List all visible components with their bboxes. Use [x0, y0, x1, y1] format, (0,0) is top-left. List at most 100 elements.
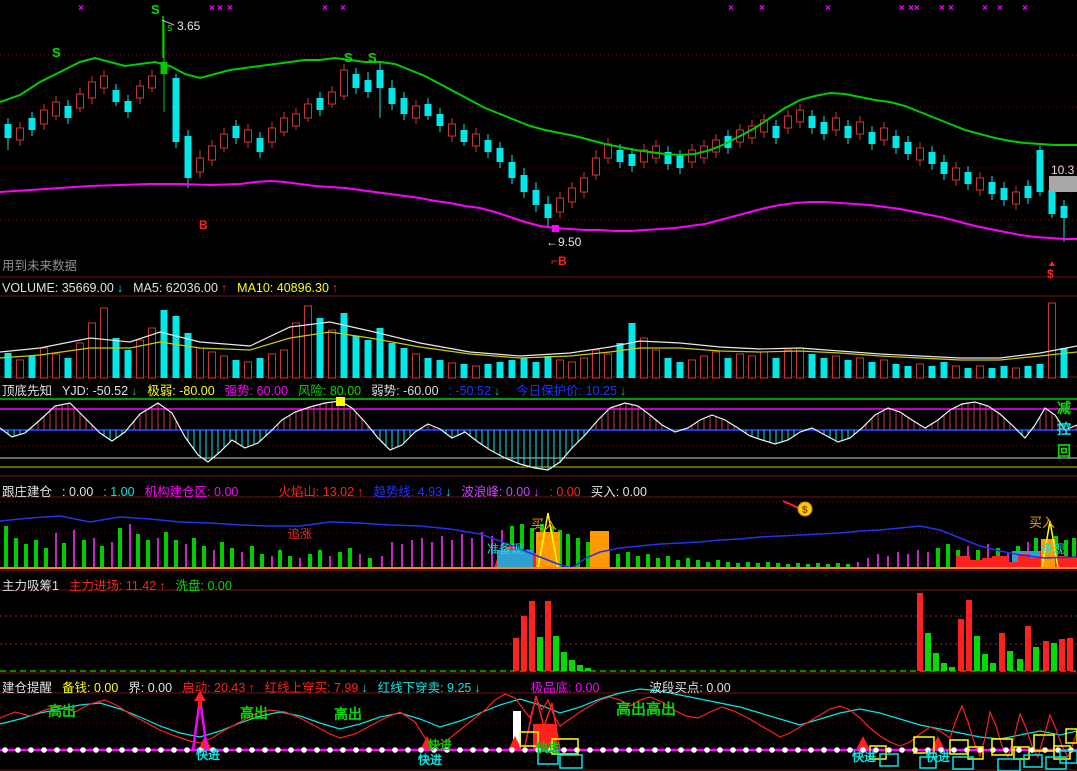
- p6-pearl-dot: [457, 747, 463, 753]
- p6-pearl-dot: [756, 747, 762, 753]
- sell-signal-label: S: [52, 45, 61, 60]
- volume-bar-down: [112, 338, 120, 378]
- candle-body-down: [64, 106, 72, 118]
- gaochu-double-label: 高出高出: [616, 700, 676, 718]
- candle-body-down: [400, 98, 408, 114]
- candle-body-up: [328, 91, 336, 105]
- p6-pearl-dot: [522, 747, 528, 753]
- cross-marker: ×: [340, 3, 346, 14]
- candle-body-up: [784, 115, 792, 129]
- volume-bar-down: [64, 358, 72, 378]
- p6-pearl-dot: [977, 747, 983, 753]
- volume-bar-up: [412, 353, 420, 379]
- p6-cyan-box: [952, 756, 974, 770]
- price-tag-right: 10.3: [1051, 163, 1075, 177]
- volume-bar-down: [184, 333, 192, 378]
- ma5-value: MA5: 62036.00: [133, 281, 218, 295]
- indicator-name: 顶底先知: [2, 384, 53, 398]
- p5-bar: [925, 633, 931, 671]
- candle-body-up: [568, 187, 576, 203]
- p6-pearl-dot: [431, 747, 437, 753]
- candle-body-up: [832, 117, 840, 131]
- candle-body-down: [892, 136, 900, 148]
- p6-pearl-dot: [834, 747, 840, 753]
- trend-arrow: ↑: [248, 681, 255, 695]
- gaochu-label: 高出: [334, 706, 362, 722]
- candle-body-down: [352, 74, 360, 88]
- volume-bar-down: [340, 313, 348, 378]
- volume-header: VOLUME: 35669.00 ↓ MA5: 62036.00 ↑ MA10: 408…: [2, 281, 338, 295]
- p6-pearl-dot: [119, 747, 125, 753]
- candle-body-down: [1060, 206, 1068, 218]
- volume-bar-up: [976, 365, 984, 379]
- p6-pearl-dot: [262, 747, 268, 753]
- volume-value: VOLUME: 35669.00: [2, 281, 114, 295]
- volume-bar-up: [148, 327, 156, 379]
- volume-bar-up: [328, 329, 336, 379]
- p5-bar: [1043, 641, 1049, 671]
- cross-marker: ×: [997, 3, 1003, 14]
- volume-bar-up: [220, 355, 228, 379]
- candle-body-down: [868, 132, 876, 144]
- candle-body-down: [1048, 190, 1056, 214]
- volume-bar-up: [880, 359, 888, 379]
- p5-bar: [1033, 647, 1039, 671]
- volume-bar-up: [700, 355, 708, 379]
- candle-body-up: [640, 149, 648, 163]
- p4-red-block: [1018, 554, 1030, 568]
- volume-bar-up: [604, 353, 612, 379]
- jiancang-header: 建仓提醒 备钱: 0.00 界: 0.00 启动: 20.43 ↑ 红线上穿买: 7.99…: [2, 677, 731, 696]
- jie-value: 界: 0.00: [128, 681, 173, 695]
- p5-bar: [1007, 651, 1013, 671]
- p6-pearl-dot: [236, 747, 242, 753]
- volume-bar-up: [88, 322, 96, 379]
- p6-pearl-dot: [743, 747, 749, 753]
- candle-body-up: [580, 177, 588, 193]
- p4-red-block: [1008, 562, 1018, 568]
- cross-marker: ×: [728, 3, 734, 14]
- p5-bar: [553, 636, 559, 671]
- volume-bar-up: [784, 349, 792, 379]
- indicator-name: 主力吸筹1: [2, 579, 59, 593]
- volume-bar-down: [676, 362, 684, 378]
- candle-body-down: [520, 175, 528, 192]
- candle-body-down: [364, 80, 372, 92]
- genzhuang-header: 跟庄建仓: 0.00: 1.00 机构建仓区: 0.00 火焰山: 13.02 ↑ 趋势…: [2, 481, 647, 500]
- candle-body-up: [880, 127, 888, 141]
- p6-pearl-dot: [379, 747, 385, 753]
- volume-bar-down: [532, 362, 540, 378]
- ma10-value: MA10: 40896.30: [237, 281, 329, 295]
- huoyanshan-value: 火焰山: 13.02: [278, 485, 355, 499]
- p5-bar: [1059, 639, 1065, 671]
- volume-bar-down: [424, 358, 432, 378]
- cross-marker: ×: [908, 3, 914, 14]
- candle-body-up: [592, 157, 600, 176]
- indicator-name: 建仓提醒: [2, 681, 53, 695]
- volume-bar-down: [172, 316, 180, 378]
- zhunbei-label: 准备现: [487, 542, 523, 556]
- close-value: : -50.52: [448, 384, 491, 398]
- beiqian-value: 备钱: 0.00: [62, 681, 119, 695]
- cross-marker: ×: [78, 3, 84, 14]
- p6-yellow-box: [913, 736, 935, 754]
- volume-bar-down: [124, 350, 132, 378]
- candle-body-down: [172, 78, 180, 142]
- p5-bar: [933, 653, 939, 671]
- right-label-jian: 减: [1057, 400, 1071, 416]
- p6-pearl-dot: [561, 747, 567, 753]
- p6-yellow-box: [1013, 746, 1030, 760]
- p6-pearl-dot: [652, 747, 658, 753]
- volume-bar-down: [400, 348, 408, 378]
- right-label-kong: 控: [1057, 421, 1071, 438]
- p6-pearl-dot: [769, 747, 775, 753]
- p6-pearl-dot: [314, 747, 320, 753]
- candle-body-up: [208, 145, 216, 161]
- candle-body-up: [52, 101, 60, 117]
- candle-body-up: [760, 119, 768, 133]
- p6-pearl-dot: [1003, 747, 1009, 753]
- p4-red-block: [992, 556, 1008, 568]
- candle-body-down: [820, 122, 828, 134]
- p5-bar: [1051, 643, 1057, 671]
- money-bag-icon: [797, 501, 813, 517]
- candle-body-down: [124, 101, 132, 112]
